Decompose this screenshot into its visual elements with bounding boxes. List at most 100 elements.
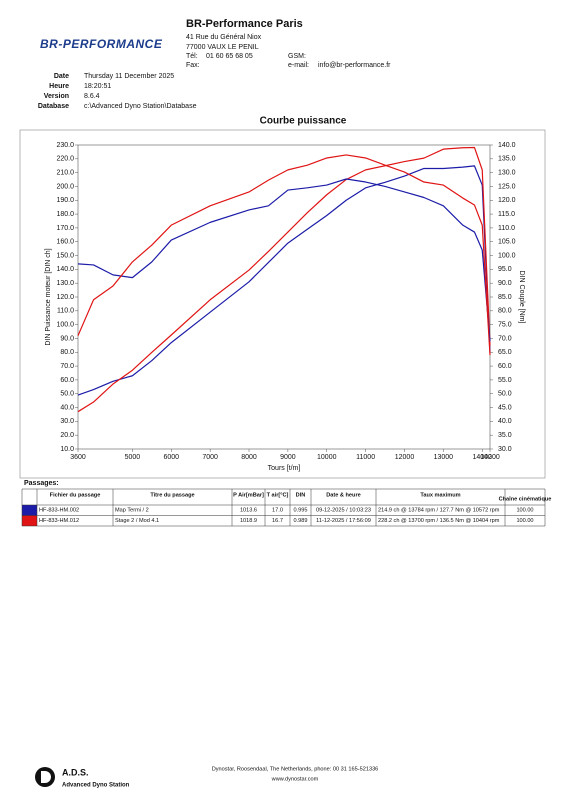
series-line — [77, 154, 491, 356]
y2-tick-label: 50.0 — [498, 391, 512, 398]
y2-tick-label: 60.0 — [498, 363, 512, 370]
y2-tick-label: 65.0 — [498, 349, 512, 356]
footer-line: Dynostar, Roosendaal, The Netherlands, p… — [212, 766, 379, 772]
table-cell: 1013.6 — [240, 508, 257, 514]
y-tick-label: 110.0 — [57, 308, 74, 315]
footer-logo-d — [41, 771, 51, 783]
chart-title: Courbe puissance — [260, 116, 347, 127]
table-header: Titre du passage — [150, 492, 194, 498]
y-axis-label: DIN Puissance moteur [DIN ch] — [45, 248, 52, 345]
y2-tick-label: 120.0 — [498, 197, 516, 204]
y-tick-label: 230.0 — [56, 142, 74, 149]
y2-tick-label: 75.0 — [498, 321, 512, 328]
table-cell: Stage 2 / Mod 4.1 — [115, 518, 159, 524]
chart-frame — [19, 129, 546, 479]
address: 41 Rue du Général Niox — [186, 34, 262, 41]
table-cell: 0.995 — [294, 508, 308, 514]
y-tick-label: 190.0 — [56, 197, 74, 204]
table-cell: HF-833-HM.012 — [39, 518, 79, 524]
y-tick-label: 90.0 — [60, 335, 74, 342]
table-header: DIN — [296, 492, 306, 498]
table-cell: 100.00 — [516, 518, 533, 524]
meta-label: Database — [38, 103, 69, 110]
email: info@br-performance.fr — [318, 62, 391, 69]
company: BR-Performance Paris — [186, 18, 303, 30]
footer-brand: A.D.S. — [62, 767, 89, 777]
table-cell: 0.989 — [294, 518, 308, 524]
y-tick-label: 10.0 — [60, 446, 74, 453]
table-cell: Map Termi / 2 — [115, 508, 149, 514]
table-cell: 09-12-2025 / 10:03:23 — [316, 508, 371, 514]
x-tick-label: 11000 — [356, 454, 375, 461]
meta-label: Heure — [49, 83, 69, 90]
x-tick-label: 14200 — [480, 454, 500, 461]
y-tick-label: 220.0 — [56, 156, 74, 163]
x-tick-label: 10000 — [317, 454, 337, 461]
label: GSM: — [288, 53, 306, 60]
x-tick-label: 6000 — [163, 454, 179, 461]
table-header: P Air[mBar] — [233, 492, 264, 498]
series-line — [77, 165, 491, 396]
x-tick-label: 13000 — [434, 454, 454, 461]
label: e-mail: — [288, 62, 309, 69]
logo: BR-PERFORMANCE — [40, 37, 163, 51]
x-tick-label: 9000 — [280, 454, 296, 461]
plot-area — [77, 144, 491, 450]
y2-tick-label: 110.0 — [498, 225, 515, 232]
y2-tick-label: 95.0 — [498, 266, 512, 273]
meta-value: 18:20:51 — [84, 83, 111, 90]
table-cell: HF-833-HM.002 — [39, 508, 79, 514]
series-line — [77, 146, 491, 413]
x-tick-label: 14000 — [472, 454, 492, 461]
y-tick-label: 100.0 — [56, 321, 74, 328]
x-tick-label: 7000 — [202, 454, 218, 461]
table-cell: 228.2 ch @ 13700 rpm / 136.5 Nm @ 10404 … — [378, 518, 500, 524]
row-swatch — [22, 505, 37, 516]
y-tick-label: 180.0 — [56, 211, 74, 218]
y2-axis-label: DIN Couple [Nm] — [518, 271, 525, 324]
y-tick-label: 150.0 — [56, 252, 74, 259]
y-tick-label: 80.0 — [60, 349, 74, 356]
x-axis-label: Tours [t/m] — [268, 465, 301, 472]
y2-tick-label: 40.0 — [498, 418, 512, 425]
table-cell: 214.9 ch @ 13784 rpm / 127.7 Nm @ 10572 … — [378, 508, 500, 514]
table-header: Taux maximum — [420, 492, 460, 498]
phone: 01 60 65 68 05 — [206, 53, 253, 60]
y-tick-label: 210.0 — [56, 169, 74, 176]
table-cell: 1018.9 — [240, 518, 257, 524]
y2-tick-label: 45.0 — [498, 404, 512, 411]
table-header: Date & heure — [326, 492, 361, 498]
y2-tick-label: 130.0 — [498, 169, 516, 176]
y2-tick-label: 140.0 — [498, 142, 516, 149]
table-cell: 17.0 — [272, 508, 283, 514]
meta-label: Date — [54, 73, 69, 80]
table-header: Fichier du passage — [50, 492, 101, 498]
y-tick-label: 50.0 — [60, 391, 74, 398]
y2-tick-label: 70.0 — [498, 335, 512, 342]
y2-tick-label: 30.0 — [498, 446, 512, 453]
table-header: T air[°C] — [267, 492, 289, 498]
x-tick-label: 12000 — [395, 454, 415, 461]
address: 77000 VAUX LE PENIL — [186, 44, 259, 51]
x-tick-label: 3600 — [70, 454, 86, 461]
series-line — [77, 178, 491, 342]
footer-brand-sub: Advanced Dyno Station — [62, 783, 130, 789]
y-tick-label: 60.0 — [60, 377, 74, 384]
y2-tick-label: 35.0 — [498, 432, 512, 439]
y2-tick-label: 55.0 — [498, 377, 512, 384]
y-tick-label: 200.0 — [56, 183, 74, 190]
meta-value: Thursday 11 December 2025 — [84, 73, 174, 80]
y2-tick-label: 85.0 — [498, 294, 512, 301]
y-tick-label: 140.0 — [56, 266, 74, 273]
y2-tick-label: 90.0 — [498, 280, 512, 287]
y-tick-label: 170.0 — [56, 225, 74, 232]
y2-tick-label: 125.0 — [498, 183, 516, 190]
y2-tick-label: 80.0 — [498, 308, 512, 315]
y2-tick-label: 115.0 — [498, 211, 515, 218]
meta-value: 8.6.4 — [84, 93, 100, 100]
y-tick-label: 130.0 — [56, 280, 74, 287]
y-tick-label: 40.0 — [60, 404, 74, 411]
label: Tél: — [186, 53, 198, 60]
x-tick-label: 5000 — [125, 454, 141, 461]
